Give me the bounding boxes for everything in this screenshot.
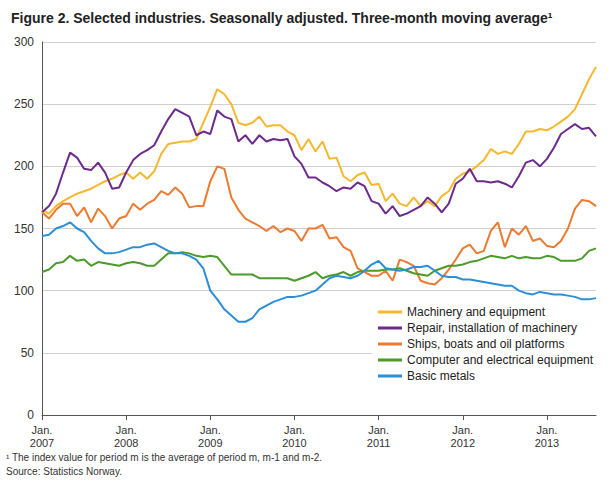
- svg-text:Jan.: Jan.: [32, 424, 53, 436]
- svg-text:Jan.: Jan.: [284, 424, 305, 436]
- svg-text:2009: 2009: [198, 437, 222, 449]
- svg-text:2010: 2010: [282, 437, 306, 449]
- svg-text:100: 100: [14, 284, 34, 298]
- svg-text:50: 50: [21, 346, 35, 360]
- svg-text:2008: 2008: [114, 437, 138, 449]
- svg-text:2011: 2011: [367, 437, 391, 449]
- svg-text:2012: 2012: [451, 437, 475, 449]
- svg-text:Jan.: Jan.: [452, 424, 473, 436]
- svg-text:Jan.: Jan.: [200, 424, 221, 436]
- svg-text:200: 200: [14, 159, 34, 173]
- svg-text:Ships, boats and oil platforms: Ships, boats and oil platforms: [407, 337, 564, 351]
- svg-text:Jan.: Jan.: [537, 424, 558, 436]
- svg-text:Jan.: Jan.: [116, 424, 137, 436]
- svg-text:Machinery and equipment: Machinery and equipment: [407, 305, 546, 319]
- svg-text:Computer and electrical equipm: Computer and electrical equipment: [407, 353, 594, 367]
- svg-text:0: 0: [27, 408, 34, 422]
- svg-text:Figure 2. Selected industries.: Figure 2. Selected industries. Seasonall…: [11, 10, 553, 26]
- svg-text:Source: Statistics Norway.: Source: Statistics Norway.: [6, 466, 122, 477]
- svg-text:Basic metals: Basic metals: [407, 369, 475, 383]
- svg-text:250: 250: [14, 97, 34, 111]
- svg-text:¹ The index value for period m: ¹ The index value for period m is the av…: [6, 452, 322, 463]
- svg-text:2013: 2013: [535, 437, 559, 449]
- svg-text:300: 300: [14, 35, 34, 49]
- svg-text:Repair, installation of machin: Repair, installation of machinery: [407, 321, 577, 335]
- svg-text:150: 150: [14, 222, 34, 236]
- svg-text:Jan.: Jan.: [368, 424, 389, 436]
- svg-text:2007: 2007: [30, 437, 54, 449]
